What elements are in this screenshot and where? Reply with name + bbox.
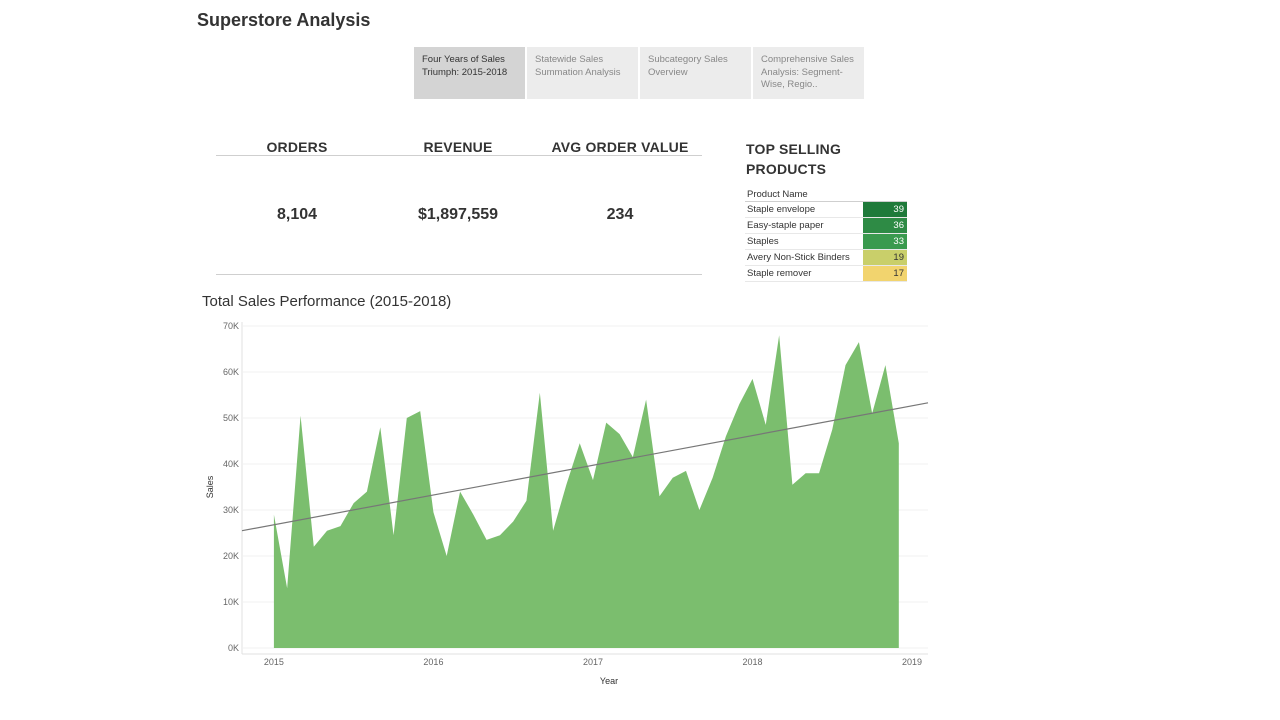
table-row[interactable]: Avery Non-Stick Binders 19 <box>745 250 907 266</box>
product-name: Staples <box>747 236 779 247</box>
chart-title: Total Sales Performance (2015-2018) <box>202 293 452 310</box>
y-tick-label: 50K <box>223 413 239 423</box>
tab-comprehensive-sales[interactable]: Comprehensive Sales Analysis: Segment-Wi… <box>753 47 864 99</box>
story-tabs: Four Years of Sales Triumph: 2015-2018 S… <box>414 47 864 99</box>
y-tick-label: 70K <box>223 321 239 331</box>
top-products-title: TOP SELLING PRODUCTS <box>746 141 842 177</box>
kpi-revenue-label: REVENUE <box>423 139 493 155</box>
product-count: 36 <box>862 218 907 233</box>
page-title: Superstore Analysis <box>197 10 371 30</box>
product-name: Avery Non-Stick Binders <box>747 252 850 263</box>
kpi-revenue-value: $1,897,559 <box>417 206 499 223</box>
y-tick-label: 60K <box>223 367 239 377</box>
product-count: 39 <box>862 202 907 217</box>
x-axis-label: Year <box>600 676 618 686</box>
y-tick-label: 40K <box>223 459 239 469</box>
kpi-orders-value: 8,104 <box>276 206 318 223</box>
kpi-orders-label: ORDERS <box>266 139 328 155</box>
product-name: Staple remover <box>747 268 812 279</box>
x-tick-label: 2017 <box>583 657 603 667</box>
table-row[interactable]: Staples 33 <box>745 234 907 250</box>
trend-line <box>241 402 929 532</box>
sales-area <box>273 335 899 648</box>
y-tick-label: 30K <box>223 505 239 515</box>
y-tick-label: 0K <box>228 643 239 653</box>
product-name: Staple envelope <box>747 204 816 215</box>
x-tick-label: 2016 <box>423 657 443 667</box>
x-tick-label: 2019 <box>902 657 922 667</box>
top-products-table: Product Name Staple envelope 39 Easy-sta… <box>745 188 907 282</box>
y-axis-label: Sales <box>205 475 215 498</box>
y-tick-label: 10K <box>223 597 239 607</box>
y-tick-label: 20K <box>223 551 239 561</box>
product-count: 33 <box>862 234 907 249</box>
table-row[interactable]: Staple remover 17 <box>745 266 907 282</box>
kpi-top-divider <box>216 155 702 156</box>
sales-area-chart[interactable]: 0K 10K 20K 30K 40K 50K 60K 70K 2015 2016 2017 2018… <box>195 315 940 690</box>
table-row[interactable]: Staple envelope 39 <box>745 202 907 218</box>
product-count: 17 <box>862 266 907 281</box>
kpi-bottom-divider <box>216 274 702 275</box>
tab-statewide-sales[interactable]: Statewide Sales Summation Analysis <box>527 47 638 99</box>
x-tick-label: 2015 <box>264 657 284 667</box>
kpi-aov-value: 234 <box>606 206 634 223</box>
x-tick-label: 2018 <box>742 657 762 667</box>
product-name: Easy-staple paper <box>747 220 824 231</box>
product-count: 19 <box>862 250 907 265</box>
table-row[interactable]: Easy-staple paper 36 <box>745 218 907 234</box>
kpi-aov-label: AVG ORDER VALUE <box>551 139 689 155</box>
tab-subcategory-sales[interactable]: Subcategory Sales Overview <box>640 47 751 99</box>
product-name-header: Product Name <box>745 188 907 202</box>
tab-four-years-sales[interactable]: Four Years of Sales Triumph: 2015-2018 <box>414 47 525 99</box>
